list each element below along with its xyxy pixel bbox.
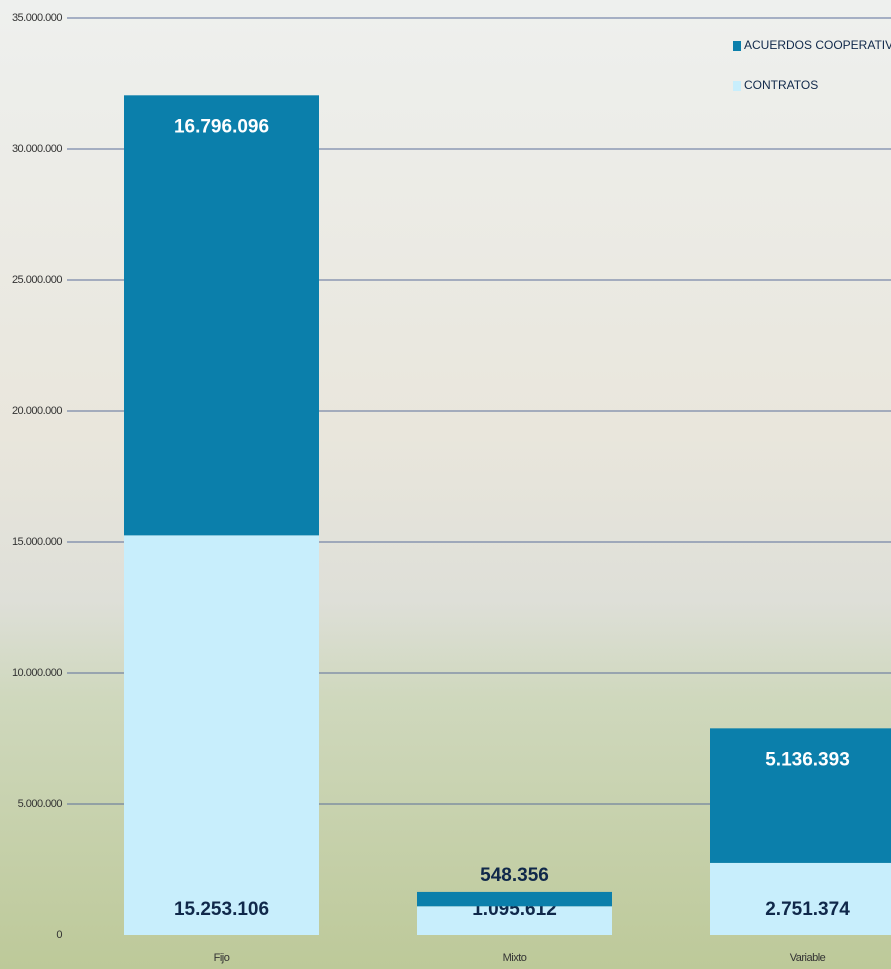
value-label: 2.751.374 bbox=[765, 899, 850, 920]
value-label: 5.136.393 bbox=[765, 749, 850, 770]
chart: 0 5.000.000 10.000.000 15.000.000 20.000.000… bbox=[0, 0, 891, 969]
value-label: 16.796.096 bbox=[174, 116, 269, 137]
y-tick-label: 25.000.000 bbox=[12, 274, 62, 286]
y-tick-label: 30.000.000 bbox=[12, 143, 62, 155]
legend-label: CONTRATOS bbox=[744, 78, 818, 92]
y-tick-label: 20.000.000 bbox=[12, 405, 62, 417]
y-tick-label: 35.000.000 bbox=[12, 12, 62, 24]
x-tick-label: Fijo bbox=[214, 952, 230, 964]
x-tick-label: Variable bbox=[790, 952, 826, 964]
legend-label: ACUERDOS COOPERATIVOS bbox=[744, 38, 891, 52]
y-tick-label: 10.000.000 bbox=[12, 667, 62, 679]
value-label: 15.253.106 bbox=[174, 899, 269, 920]
bar-segment bbox=[124, 95, 319, 535]
x-tick-label: Mixto bbox=[503, 952, 527, 964]
y-tick-label: 0 bbox=[56, 929, 62, 941]
y-tick-label: 15.000.000 bbox=[12, 536, 62, 548]
bar-segment bbox=[417, 892, 612, 906]
bar-segment bbox=[124, 535, 319, 935]
legend-swatch bbox=[733, 81, 741, 91]
legend-swatch bbox=[733, 41, 741, 51]
y-tick-label: 5.000.000 bbox=[18, 798, 63, 810]
value-label: 548.356 bbox=[480, 865, 549, 886]
